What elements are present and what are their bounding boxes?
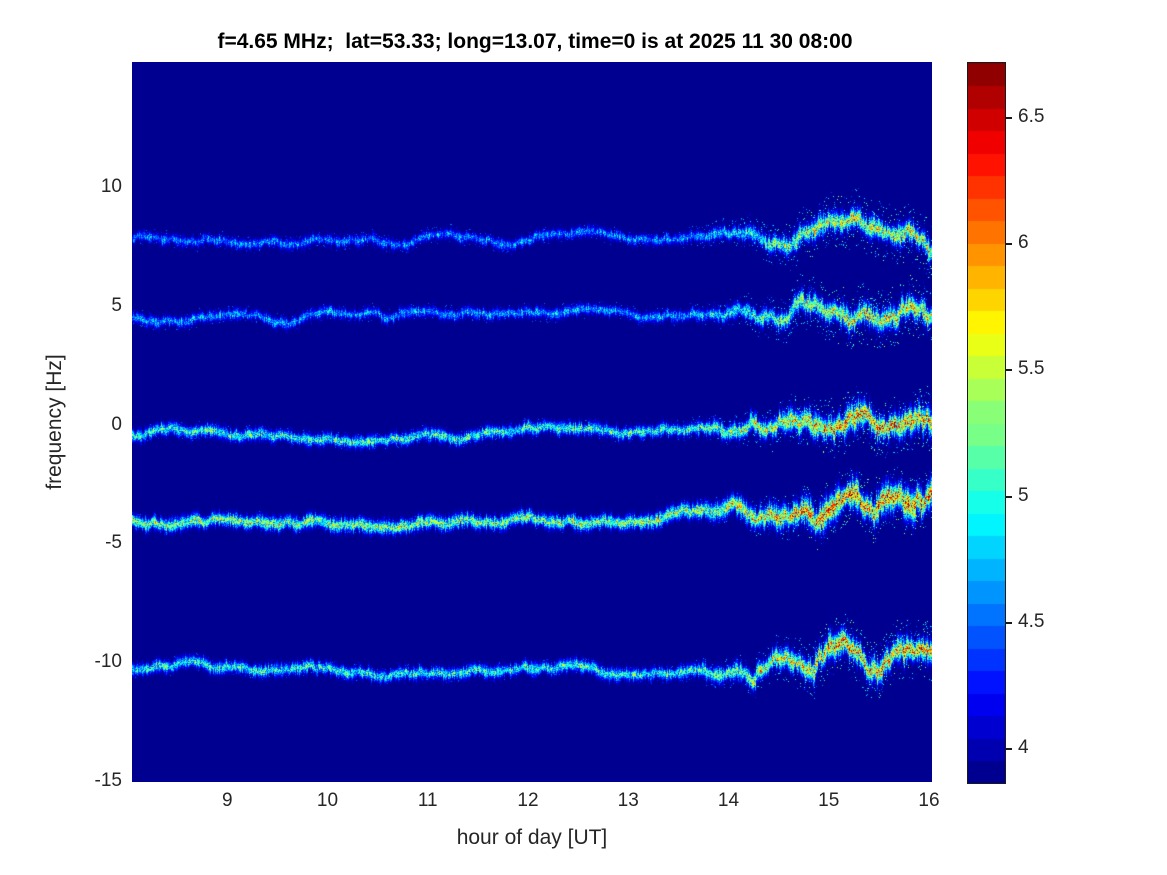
colorbar-tick-mark <box>1006 242 1012 245</box>
heatmap-canvas <box>132 62 932 782</box>
y-tick-label: -10 <box>94 651 122 673</box>
y-tick-label: 10 <box>100 175 122 197</box>
x-tick-label: 11 <box>417 790 438 811</box>
x-axis-label: hour of day [UT] <box>456 826 608 849</box>
x-tick-label: 13 <box>617 790 639 811</box>
colorbar-tick-label: 6.5 <box>1018 105 1045 127</box>
colorbar-tick-label: 4.5 <box>1018 610 1045 632</box>
x-tick-label: 14 <box>717 790 740 811</box>
colorbar-tick-label: 5 <box>1018 484 1029 506</box>
x-tick-label: 16 <box>918 790 940 811</box>
colorbar-tick-mark <box>1006 116 1012 119</box>
colorbar-tick-mark <box>1006 495 1012 498</box>
y-tick-label: 5 <box>111 294 122 316</box>
colorbar-canvas <box>967 62 1006 784</box>
y-tick-label: -15 <box>94 770 122 791</box>
x-tick-label: 9 <box>221 790 233 811</box>
y-tick-label: -5 <box>105 532 122 554</box>
colorbar-tick-label: 5.5 <box>1018 358 1045 380</box>
colorbar-tick-mark <box>1006 748 1012 751</box>
colorbar-tick-mark <box>1006 369 1012 372</box>
x-tick-label: 12 <box>517 790 539 811</box>
colorbar-tick-mark <box>1006 621 1012 624</box>
colorbar-tick-label: 6 <box>1018 231 1029 253</box>
x-tick-label: 10 <box>316 790 339 811</box>
chart-title: f=4.65 MHz; lat=53.33; long=13.07, time=… <box>217 30 853 53</box>
x-tick-label: 15 <box>818 790 840 811</box>
colorbar-tick-label: 4 <box>1018 737 1029 759</box>
y-tick-label: 0 <box>111 413 122 435</box>
